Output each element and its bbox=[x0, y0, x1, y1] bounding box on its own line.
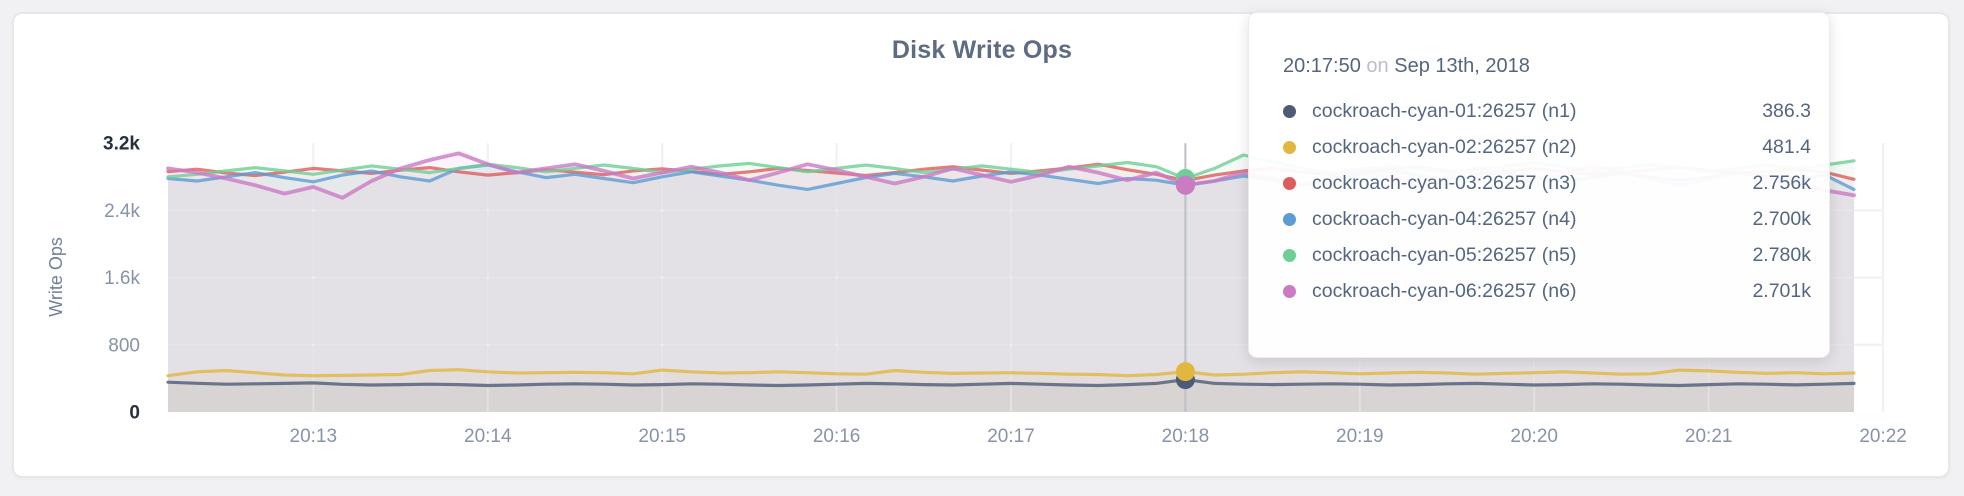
series-value: 2.700k bbox=[1752, 207, 1811, 230]
svg-text:20:17: 20:17 bbox=[987, 426, 1035, 447]
series-name: cockroach-cyan-01:26257 (n1) bbox=[1312, 99, 1577, 122]
svg-text:1.6k: 1.6k bbox=[104, 268, 140, 289]
chart-tooltip: 20:17:50 on Sep 13th, 2018 cockroach-cya… bbox=[1248, 12, 1830, 358]
tooltip-series-row: cockroach-cyan-05:26257 (n5) 2.780k bbox=[1283, 237, 1811, 273]
x-axis: 20:13 20:14 20:15 20:16 20:17 20:18 20:19 20:20… bbox=[290, 426, 1907, 447]
tooltip-series-row: cockroach-cyan-01:26257 (n1) 386.3 bbox=[1283, 93, 1811, 129]
series-color-dot bbox=[1283, 284, 1296, 298]
svg-text:20:16: 20:16 bbox=[813, 426, 861, 447]
tooltip-series-row: cockroach-cyan-03:26257 (n3) 2.756k bbox=[1283, 165, 1811, 201]
series-value: 386.3 bbox=[1762, 99, 1811, 122]
svg-text:20:18: 20:18 bbox=[1162, 426, 1210, 447]
y-axis-label: Write Ops bbox=[46, 237, 66, 317]
series-value: 2.701k bbox=[1752, 279, 1811, 302]
series-value: 2.756k bbox=[1752, 171, 1811, 194]
series-name: cockroach-cyan-03:26257 (n3) bbox=[1312, 171, 1577, 194]
svg-text:20:20: 20:20 bbox=[1510, 426, 1558, 447]
series-name: cockroach-cyan-02:26257 (n2) bbox=[1312, 135, 1577, 158]
tooltip-series-row: cockroach-cyan-06:26257 (n6) 2.701k bbox=[1283, 273, 1811, 309]
svg-text:20:22: 20:22 bbox=[1859, 426, 1907, 447]
hover-dots bbox=[1175, 169, 1195, 390]
series-name: cockroach-cyan-05:26257 (n5) bbox=[1312, 243, 1577, 266]
series-name: cockroach-cyan-06:26257 (n6) bbox=[1312, 279, 1577, 302]
series-color-dot bbox=[1283, 212, 1296, 226]
tooltip-series-row: cockroach-cyan-02:26257 (n2) 481.4 bbox=[1283, 129, 1811, 165]
series-color-dot bbox=[1283, 248, 1296, 262]
tooltip-time: 20:17:50 bbox=[1283, 55, 1361, 77]
chart-title: Disk Write Ops bbox=[891, 36, 1073, 64]
svg-text:0: 0 bbox=[129, 403, 140, 424]
series-lines bbox=[166, 151, 1856, 388]
svg-text:20:13: 20:13 bbox=[290, 426, 338, 447]
svg-text:800: 800 bbox=[108, 335, 140, 356]
svg-text:20:15: 20:15 bbox=[638, 426, 686, 447]
tooltip-series-row: cockroach-cyan-04:26257 (n4) 2.700k bbox=[1283, 201, 1811, 237]
series-name: cockroach-cyan-04:26257 (n4) bbox=[1312, 207, 1577, 230]
tooltip-date: Sep 13th, 2018 bbox=[1394, 55, 1530, 77]
series-color-dot bbox=[1283, 176, 1296, 190]
series-value: 2.780k bbox=[1752, 243, 1811, 266]
series-value: 481.4 bbox=[1762, 135, 1811, 158]
tooltip-connector: on bbox=[1366, 55, 1389, 77]
svg-text:20:19: 20:19 bbox=[1336, 426, 1384, 447]
tooltip-rows: cockroach-cyan-01:26257 (n1) 386.3 cockroa… bbox=[1283, 93, 1811, 309]
y-axis: 0 800 1.6k 2.4k 3.2k Write Ops bbox=[46, 134, 140, 424]
svg-text:2.4k: 2.4k bbox=[104, 201, 140, 222]
series-color-dot bbox=[1283, 104, 1296, 118]
series-color-dot bbox=[1283, 140, 1296, 154]
svg-text:20:14: 20:14 bbox=[464, 426, 512, 447]
tooltip-header: 20:17:50 on Sep 13th, 2018 bbox=[1283, 53, 1811, 79]
svg-text:3.2k: 3.2k bbox=[103, 134, 140, 155]
svg-text:20:21: 20:21 bbox=[1685, 426, 1733, 447]
